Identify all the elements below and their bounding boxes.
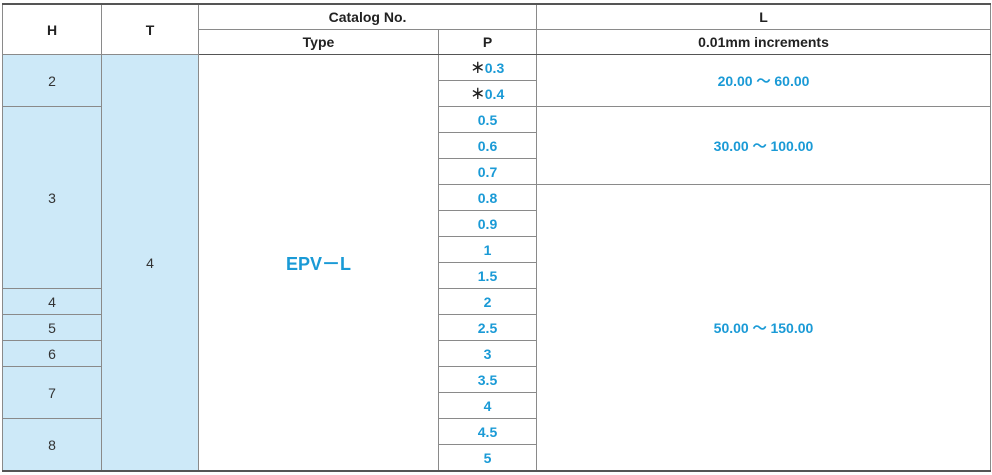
h-cell: 7 (2, 366, 102, 419)
p-cell: 0.6 (438, 132, 537, 159)
note: ＊ (470, 59, 485, 76)
header-catalog: Catalog No. (198, 3, 537, 30)
p-cell: 1 (438, 236, 537, 263)
h-cell: 6 (2, 340, 102, 367)
p-cell: 2 (438, 288, 537, 315)
l-cell: 50.00 ～ 150.00 (536, 184, 991, 472)
header-h: H (2, 3, 102, 55)
header-t: T (101, 3, 199, 55)
p-cell: 4.5 (438, 418, 537, 445)
h-cell: 8 (2, 418, 102, 472)
p-cell: 4 (438, 392, 537, 419)
t-cell: 4 (101, 54, 199, 472)
type-cell: EPV－L (198, 54, 439, 472)
p-cell: 0.9 (438, 210, 537, 237)
header-l-sub: 0.01mm increments (536, 29, 991, 55)
h-cell: 5 (2, 314, 102, 341)
p-cell: 0.7 (438, 158, 537, 185)
p-cell: 2.5 (438, 314, 537, 341)
p-cell: 3 (438, 340, 537, 367)
note: ＊ (470, 85, 485, 102)
p-cell: 1.5 (438, 262, 537, 289)
p-value: 0.4 (484, 85, 505, 102)
p-cell: ＊0.4 (438, 80, 537, 107)
header-p: P (438, 29, 537, 55)
spec-table: H T Catalog No. L Type P 0.01mm incremen… (2, 3, 991, 472)
header-type: Type (198, 29, 439, 55)
h-cell: 3 (2, 106, 102, 289)
l-cell: 30.00 ～ 100.00 (536, 106, 991, 185)
h-cell: 2 (2, 54, 102, 107)
p-cell: 0.5 (438, 106, 537, 133)
l-cell: 20.00 ～ 60.00 (536, 54, 991, 107)
p-value: 0.3 (484, 59, 505, 76)
p-cell: 5 (438, 444, 537, 472)
h-cell: 4 (2, 288, 102, 315)
header-l: L (536, 3, 991, 30)
p-cell: 0.8 (438, 184, 537, 211)
p-cell: ＊0.3 (438, 54, 537, 81)
p-cell: 3.5 (438, 366, 537, 393)
